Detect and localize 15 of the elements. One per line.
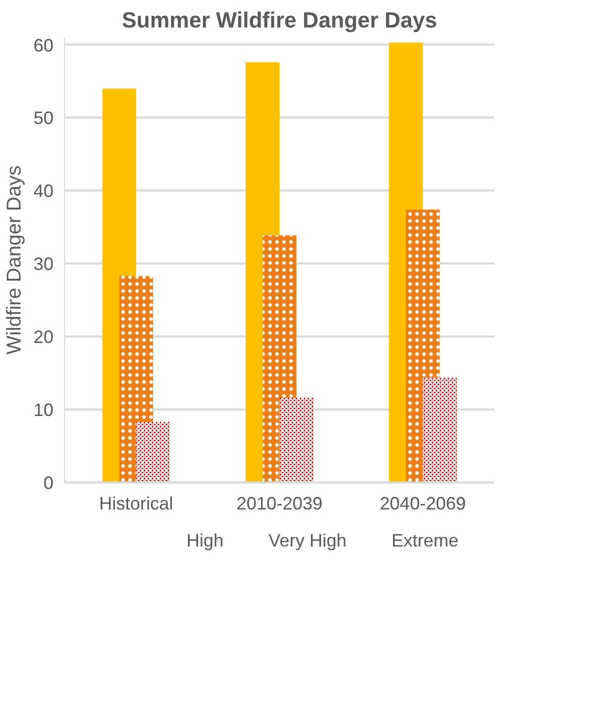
y-tick-label: 40 [33, 181, 54, 202]
y-tick-label: 20 [33, 327, 54, 348]
x-tick-label: 2010-2039 [236, 494, 323, 514]
x-tick-label: 2040-2069 [380, 494, 466, 514]
y-tick-label: 10 [33, 400, 54, 420]
y-axis-title: Wildfire Danger Days [3, 166, 26, 354]
text: High [186, 530, 224, 552]
text: Very High [268, 530, 347, 552]
y-tick-label: 0 [43, 473, 54, 493]
y-tick-label: 50 [33, 108, 54, 128]
y-tick-label: 60 [33, 35, 54, 56]
chart-title: Summer Wildfire Danger Days [122, 8, 438, 32]
y-tick-label: 30 [33, 254, 54, 274]
x-tick-label: Historical [99, 494, 174, 514]
text: Extreme [392, 530, 459, 552]
